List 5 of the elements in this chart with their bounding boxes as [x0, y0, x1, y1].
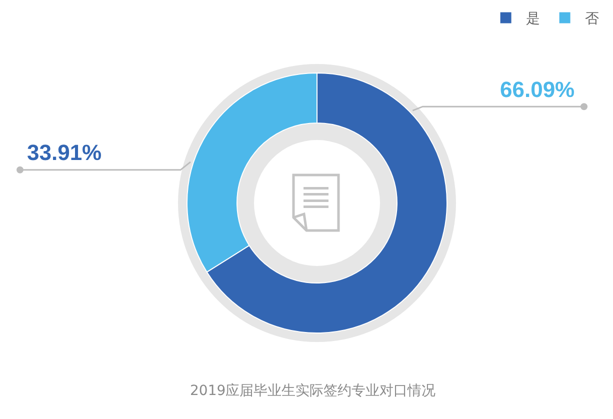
data-label: 33.91%	[27, 140, 102, 165]
data-label: 66.09%	[500, 77, 575, 102]
legend-label: 是	[526, 11, 540, 28]
text: 2019应届毕业生实际签约专业对口情况	[190, 383, 436, 399]
legend-label: 否	[584, 11, 599, 28]
